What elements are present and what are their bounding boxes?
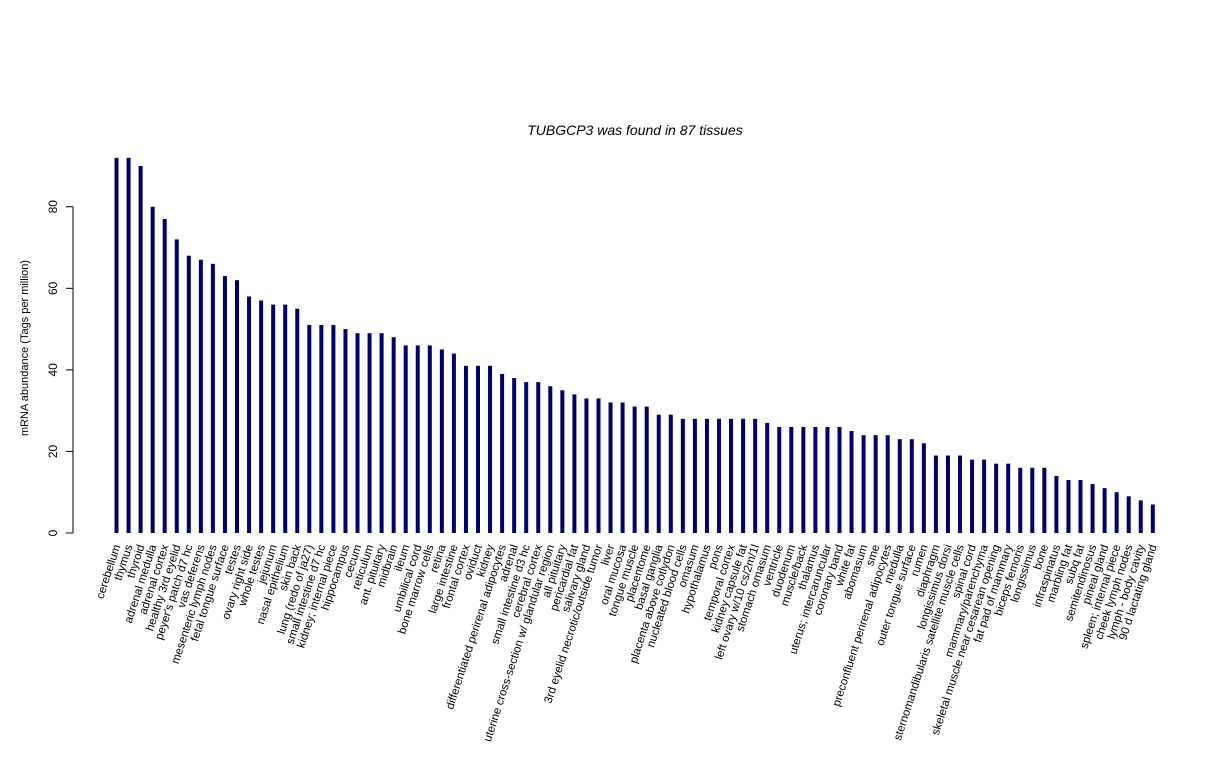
bar-51 — [729, 418, 734, 533]
bar-86 — [1150, 504, 1155, 533]
y-tick-label: 20 — [46, 444, 60, 458]
bar-43 — [632, 406, 637, 533]
bar-6 — [186, 255, 191, 533]
bar-71 — [970, 459, 975, 533]
bar-2 — [138, 165, 143, 534]
bar-49 — [704, 418, 709, 533]
bar-77 — [1042, 467, 1047, 533]
bar-10 — [235, 280, 239, 533]
bar-32 — [500, 373, 505, 533]
bar-50 — [717, 418, 721, 533]
y-tick-label: 60 — [46, 281, 60, 295]
bar-1 — [126, 157, 131, 533]
bar-13 — [271, 304, 276, 533]
bar-3 — [150, 206, 155, 533]
bar-4 — [162, 218, 167, 534]
bar-72 — [982, 459, 987, 533]
bar-48 — [692, 418, 697, 533]
bar-28 — [451, 353, 456, 533]
bar-79 — [1066, 479, 1071, 533]
bar-47 — [680, 418, 685, 533]
bar-76 — [1030, 467, 1035, 533]
bar-64 — [885, 435, 890, 533]
bar-81 — [1090, 484, 1095, 533]
bar-58 — [813, 426, 818, 533]
bar-65 — [897, 439, 902, 533]
bar-60 — [837, 426, 842, 533]
bar-67 — [921, 443, 926, 533]
bar-54 — [765, 422, 770, 533]
bar-20 — [355, 333, 360, 533]
bar-11 — [247, 296, 252, 533]
bar-17 — [319, 325, 324, 533]
bar-73 — [994, 463, 999, 533]
chart-title: TUBGCP3 was found in 87 tissues — [527, 122, 743, 138]
bar-41 — [608, 402, 613, 533]
bar-8 — [210, 263, 215, 533]
bar-24 — [403, 345, 408, 533]
bar-26 — [427, 345, 432, 533]
bar-63 — [873, 435, 878, 533]
bar-70 — [958, 455, 962, 533]
bar-45 — [656, 414, 661, 533]
bar-74 — [1006, 463, 1011, 533]
y-tick-label: 0 — [46, 529, 60, 536]
bar-34 — [524, 382, 529, 533]
bar-37 — [560, 390, 565, 533]
bar-83 — [1114, 492, 1119, 533]
bar-22 — [379, 333, 384, 533]
bar-39 — [584, 398, 589, 533]
bar-0 — [114, 157, 119, 533]
bar-84 — [1126, 496, 1131, 533]
y-axis-label: mRNA abundance (Tags per million) — [19, 260, 31, 436]
bar-35 — [536, 382, 541, 533]
bar-12 — [259, 300, 264, 533]
y-axis: 0 20 40 60 80 — [46, 200, 74, 536]
bar-27 — [439, 349, 444, 533]
bar-56 — [789, 426, 794, 533]
bar-68 — [933, 455, 938, 533]
bar-14 — [283, 304, 288, 533]
bar-7 — [198, 259, 203, 533]
bar-19 — [343, 329, 348, 533]
bar-40 — [596, 398, 601, 533]
bar-21 — [367, 333, 372, 533]
bar-85 — [1138, 500, 1143, 533]
bar-57 — [801, 426, 806, 533]
bars-group — [114, 157, 1155, 534]
bar-42 — [620, 402, 625, 533]
bar-29 — [463, 365, 468, 533]
bar-59 — [825, 426, 830, 533]
bar-36 — [548, 386, 553, 533]
bar-46 — [668, 414, 673, 533]
bar-18 — [331, 325, 336, 533]
bar-15 — [295, 308, 300, 533]
bar-62 — [861, 435, 866, 533]
bar-69 — [945, 455, 950, 533]
bar-30 — [476, 365, 480, 533]
bar-44 — [644, 406, 649, 533]
y-tick-label: 40 — [46, 363, 60, 377]
bar-75 — [1018, 467, 1023, 533]
bar-61 — [849, 431, 854, 533]
bar-38 — [572, 394, 577, 533]
bar-78 — [1054, 475, 1059, 533]
bar-9 — [222, 276, 227, 533]
bar-82 — [1102, 488, 1107, 533]
bar-33 — [512, 378, 517, 533]
bar-25 — [415, 345, 420, 533]
bar-5 — [174, 239, 179, 533]
bar-31 — [488, 365, 493, 533]
bar-16 — [307, 325, 312, 533]
y-tick-label: 80 — [46, 200, 60, 214]
bar-23 — [391, 337, 396, 533]
bar-55 — [777, 426, 782, 533]
bar-52 — [741, 418, 746, 533]
bar-80 — [1078, 479, 1083, 533]
bar-66 — [909, 439, 914, 533]
bar-53 — [753, 418, 758, 533]
